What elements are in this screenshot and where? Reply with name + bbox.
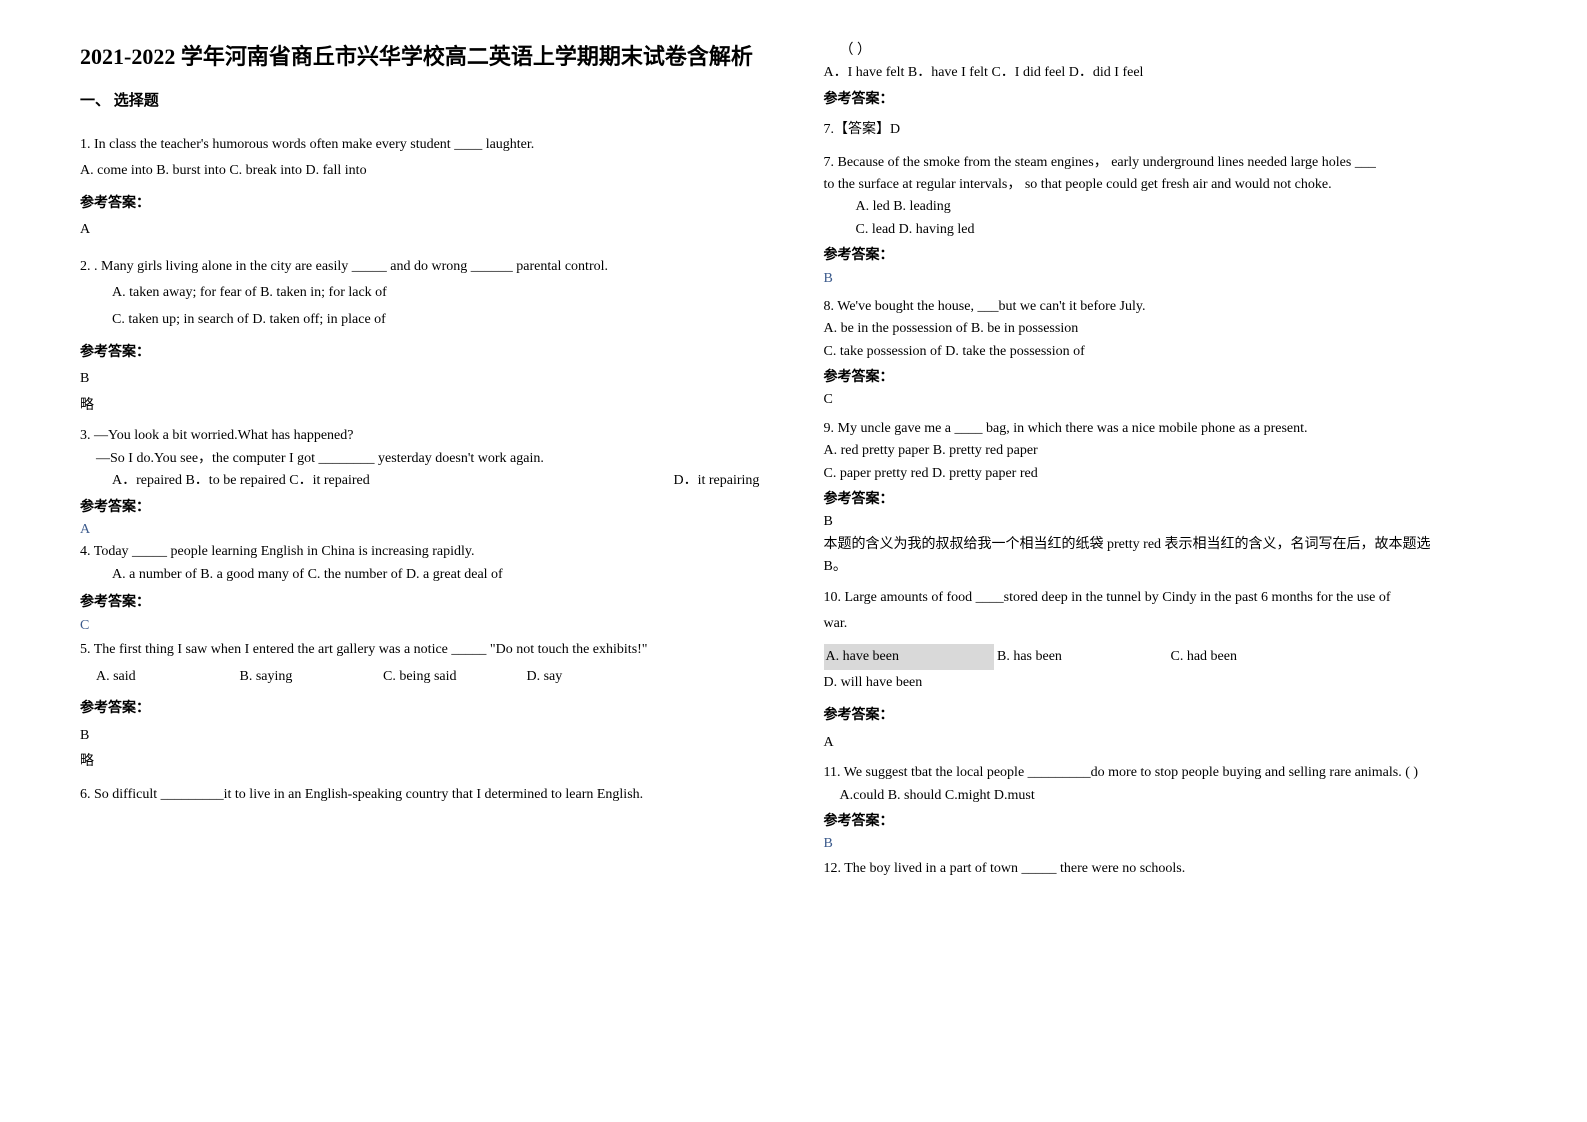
question-7: 7. Because of the smoke from the steam e…: [824, 152, 1508, 290]
q4-answer: C: [80, 615, 764, 637]
q9-stem: 9. My uncle gave me a ____ bag, in which…: [824, 418, 1508, 440]
q1-stem: 1. In class the teacher's humorous words…: [80, 132, 764, 159]
q5-opt-d: D. say: [527, 664, 667, 691]
q3-opt-d: D．it repairing: [674, 470, 764, 492]
question-6-cont: （ ） A．I have felt B．have I felt C．I did …: [824, 40, 1508, 142]
question-12: 12. The boy lived in a part of town ____…: [824, 856, 1508, 883]
question-8: 8. We've bought the house, ___but we can…: [824, 296, 1508, 412]
answer-label: 参考答案：: [824, 703, 1508, 730]
q12-stem: 12. The boy lived in a part of town ____…: [824, 856, 1508, 883]
q2-stem: 2. . Many girls living alone in the city…: [80, 254, 764, 281]
q7-stem1: 7. Because of the smoke from the steam e…: [824, 152, 1508, 174]
q6-paren: （ ）: [824, 40, 1508, 62]
q10-opt-a-text: A. have been: [824, 644, 994, 671]
page-title: 2021-2022 学年河南省商丘市兴华学校高二英语上学期期末试卷含解析: [80, 40, 764, 73]
q8-answer: C: [824, 389, 1508, 411]
answer-label: 参考答案：: [80, 191, 764, 218]
answer-label: 参考答案：: [824, 245, 1508, 267]
question-4: 4. Today _____ people learning English i…: [80, 541, 764, 637]
q2-opts-ab: A. taken away; for fear of B. taken in; …: [80, 280, 764, 307]
answer-label: 参考答案：: [824, 89, 1508, 111]
q7-answer: B: [824, 268, 1508, 290]
q10-answer: A: [824, 730, 1508, 757]
question-9: 9. My uncle gave me a ____ bag, in which…: [824, 418, 1508, 579]
q5-opt-c: C. being said: [383, 664, 523, 691]
q10-options: A. have been B. has been C. had been D. …: [824, 644, 1508, 697]
q9-opts-cd: C. paper pretty red D. pretty paper red: [824, 463, 1508, 485]
question-2: 2. . Many girls living alone in the city…: [80, 254, 764, 420]
q9-expl1: 本题的含义为我的叔叔给我一个相当红的纸袋 pretty red 表示相当红的含义…: [824, 534, 1508, 556]
q9-answer: B: [824, 511, 1508, 533]
q3-stem1: 3. —You look a bit worried.What has happ…: [80, 425, 764, 447]
question-5: 5. The first thing I saw when I entered …: [80, 637, 764, 776]
q11-answer: B: [824, 833, 1508, 855]
q10-stem1: 10. Large amounts of food ____stored dee…: [824, 585, 1508, 612]
q3-answer: A: [80, 519, 764, 541]
question-11: 11. We suggest tbat the local people ___…: [824, 762, 1508, 856]
q7-stem2: to the surface at regular intervals， so …: [824, 174, 1508, 196]
q2-answer: B: [80, 366, 764, 393]
q11-opts: A.could B. should C.might D.must: [824, 785, 1508, 807]
left-column: 2021-2022 学年河南省商丘市兴华学校高二英语上学期期末试卷含解析 一、 …: [50, 40, 794, 1082]
q4-stem: 4. Today _____ people learning English i…: [80, 541, 764, 563]
q6-answer: 7.【答案】D: [824, 119, 1508, 141]
q2-opts-cd: C. taken up; in search of D. taken off; …: [80, 307, 764, 334]
q10-opt-c: C. had been: [1171, 644, 1341, 671]
answer-label: 参考答案：: [824, 811, 1508, 833]
q9-opts-ab: A. red pretty paper B. pretty red paper: [824, 440, 1508, 462]
q5-stem: 5. The first thing I saw when I entered …: [80, 637, 764, 664]
q5-options: A. said B. saying C. being said D. say: [80, 664, 764, 691]
q5-opt-a: A. said: [96, 664, 236, 691]
answer-label: 参考答案：: [80, 696, 764, 723]
q6-opts: A．I have felt B．have I felt C．I did feel…: [824, 62, 1508, 84]
q8-opts-cd: C. take possession of D. take the posses…: [824, 341, 1508, 363]
answer-label: 参考答案：: [80, 497, 764, 519]
q10-opt-a: A. have been: [824, 644, 994, 671]
q9-expl2: B。: [824, 556, 1508, 578]
question-1: 1. In class the teacher's humorous words…: [80, 132, 764, 244]
answer-label: 参考答案：: [80, 592, 764, 614]
q7-opts-ab: A. led B. leading: [824, 196, 1508, 218]
q5-omit: 略: [80, 749, 764, 776]
q5-answer: B: [80, 723, 764, 750]
q3-stem2: —So I do.You see，the computer I got ____…: [80, 448, 764, 470]
q10-opt-b: B. has been: [997, 644, 1167, 671]
q5-opt-b: B. saying: [240, 664, 380, 691]
answer-label: 参考答案：: [824, 367, 1508, 389]
q10-stem2: war.: [824, 611, 1508, 638]
right-column: （ ） A．I have felt B．have I felt C．I did …: [794, 40, 1538, 1082]
answer-label: 参考答案：: [80, 340, 764, 367]
question-6-stem: 6. So difficult _________it to live in a…: [80, 782, 764, 809]
q2-omit: 略: [80, 393, 764, 420]
q8-opts-ab: A. be in the possession of B. be in poss…: [824, 318, 1508, 340]
q7-opts-cd: C. lead D. having led: [824, 219, 1508, 241]
question-10: 10. Large amounts of food ____stored dee…: [824, 585, 1508, 757]
answer-label: 参考答案：: [824, 489, 1508, 511]
q1-answer: A: [80, 217, 764, 244]
q1-options: A. come into B. burst into C. break into…: [80, 158, 764, 185]
q8-stem: 8. We've bought the house, ___but we can…: [824, 296, 1508, 318]
q11-stem: 11. We suggest tbat the local people ___…: [824, 762, 1508, 784]
section-heading: 一、 选择题: [80, 87, 764, 116]
q10-opt-d: D. will have been: [824, 670, 994, 697]
q3-opts-abc: A．repaired B．to be repaired C．it repaire…: [80, 470, 674, 492]
question-3: 3. —You look a bit worried.What has happ…: [80, 425, 764, 541]
q4-opts: A. a number of B. a good many of C. the …: [80, 564, 764, 586]
